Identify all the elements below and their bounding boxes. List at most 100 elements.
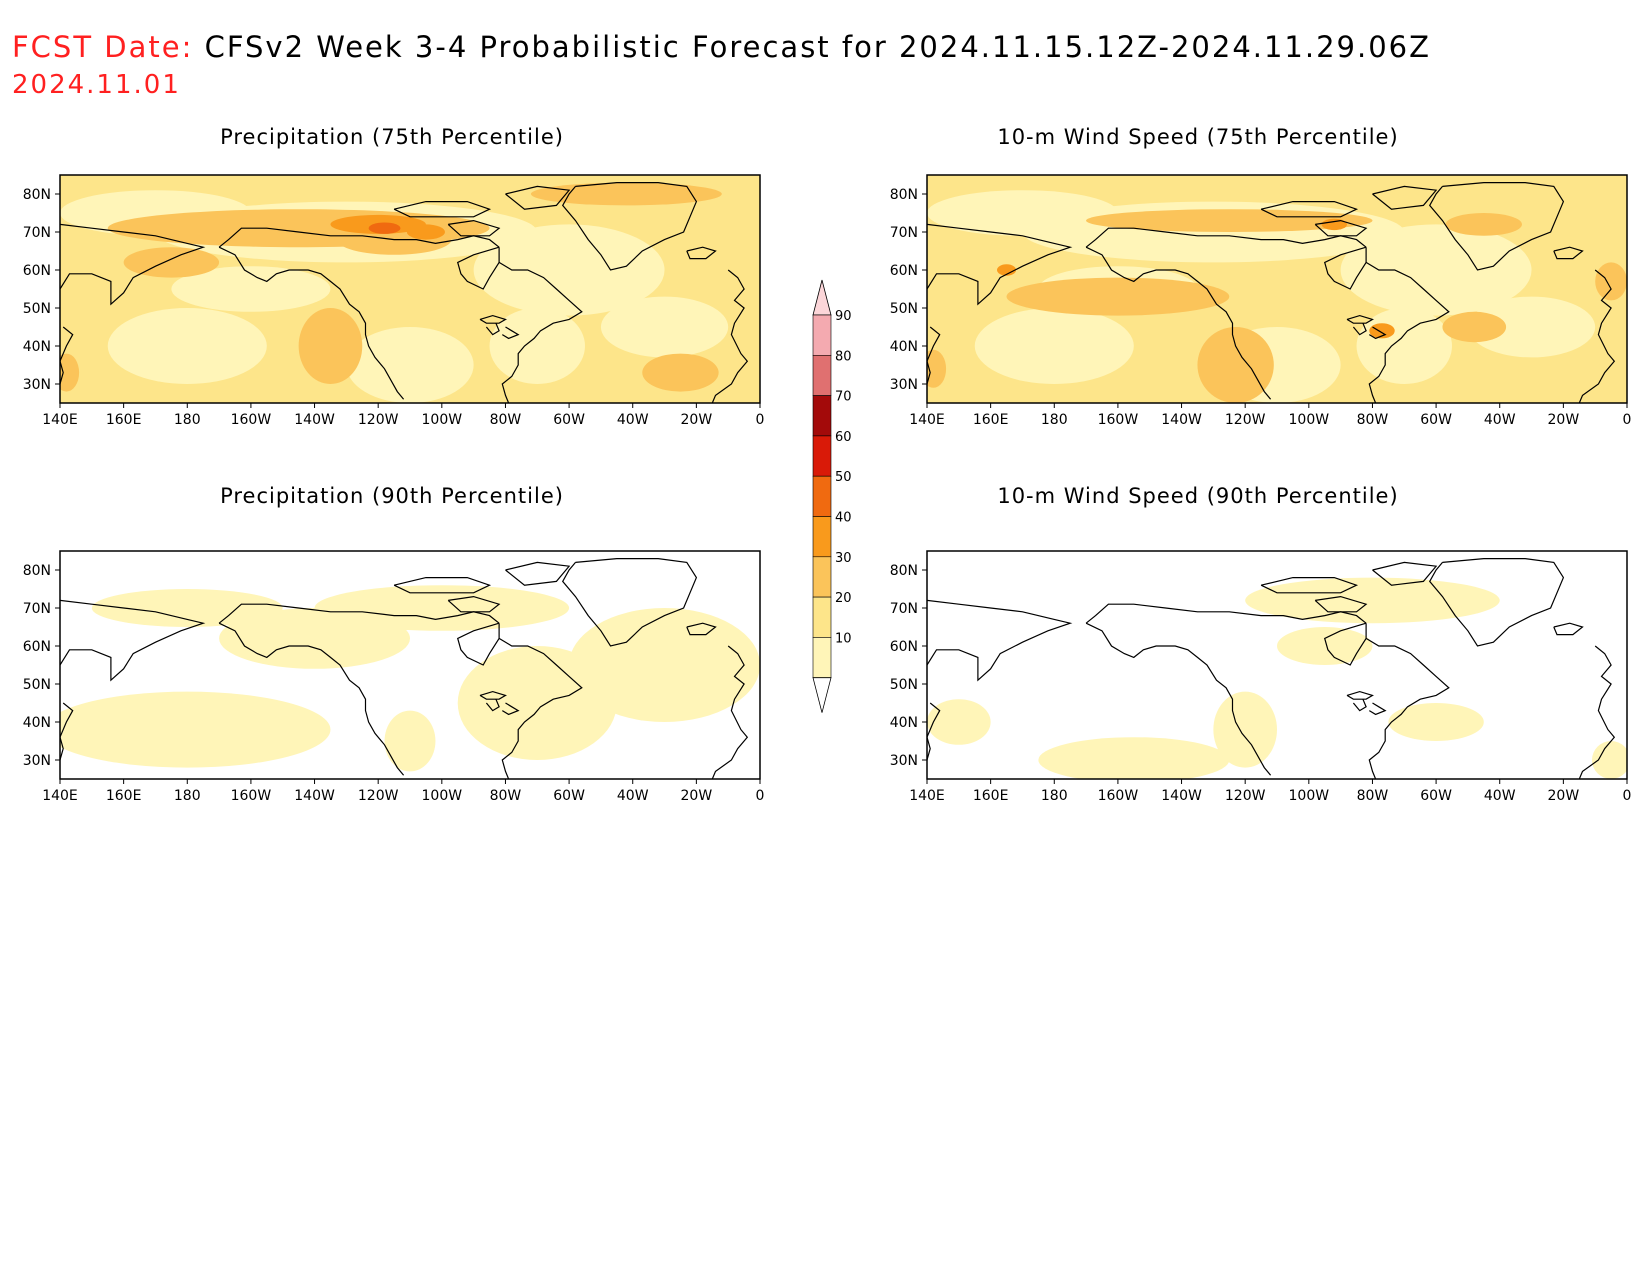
lat-tick-label: 40N — [23, 339, 51, 355]
probability-contour — [123, 247, 220, 278]
colorbar-swatch — [812, 354, 832, 396]
coastline — [218, 603, 500, 624]
probability-contour — [406, 224, 445, 240]
probability-contour — [1038, 737, 1230, 779]
coastline — [1323, 622, 1367, 666]
coastline — [485, 698, 500, 712]
probability-contour — [530, 182, 722, 206]
colorbar-label: 60 — [835, 430, 852, 445]
coastline — [1578, 269, 1616, 403]
lat-tick-label: 60N — [23, 263, 51, 279]
coastline — [456, 246, 500, 290]
panel-title-precip-90: Precipitation (90th Percentile) — [220, 484, 564, 508]
lon-tick-label: 160E — [106, 788, 142, 804]
probability-contour — [642, 353, 719, 392]
lon-tick-label: 0 — [1623, 412, 1632, 428]
probability-contour — [1442, 311, 1507, 343]
forecast-date-value: 2024.11.01 — [12, 70, 181, 100]
lat-tick-label: 50N — [890, 677, 918, 693]
coastline — [927, 223, 1073, 306]
lat-tick-label: 60N — [23, 639, 51, 655]
coastline — [1085, 246, 1272, 400]
coastline — [1314, 219, 1368, 237]
coastline — [1372, 561, 1438, 586]
lon-tick-label: 160E — [106, 412, 142, 428]
probability-contour — [997, 264, 1017, 276]
colorbar-swatch — [812, 435, 832, 477]
colorbar: 10 20 30 40 50 60 70 80 90 — [812, 279, 852, 713]
lon-tick-label: 80W — [1357, 412, 1389, 428]
lon-tick-label: 140E — [909, 788, 945, 804]
probability-contour — [927, 699, 991, 745]
lon-tick-label: 80W — [1357, 788, 1389, 804]
lat-tick-label: 60N — [890, 263, 918, 279]
lon-tick-label: 60W — [553, 788, 585, 804]
colorbar-label: 50 — [835, 470, 852, 485]
coastline — [479, 314, 507, 324]
lon-tick-label: 160E — [973, 788, 1009, 804]
lat-tick-label: 40N — [890, 715, 918, 731]
probability-field — [927, 551, 1627, 779]
lon-tick-label: 100W — [1289, 412, 1330, 428]
colorbar-swatch — [812, 314, 832, 356]
lat-tick-label: 80N — [23, 187, 51, 203]
colorbar-top-arrow — [812, 279, 832, 316]
probability-contour — [1213, 691, 1277, 768]
coastline — [1085, 227, 1367, 248]
page-title: CFSv2 Week 3-4 Probabilistic Forecast fo… — [204, 30, 1431, 64]
coastline — [1553, 622, 1584, 636]
lon-tick-label: 0 — [1623, 788, 1632, 804]
lon-tick-label: 180 — [1041, 412, 1068, 428]
coastline — [505, 561, 571, 586]
lon-tick-label: 0 — [756, 788, 765, 804]
lon-tick-label: 40W — [617, 412, 649, 428]
lon-tick-label: 40W — [617, 788, 649, 804]
colorbar-swatch — [812, 395, 832, 437]
probability-contour — [1277, 627, 1373, 665]
coastline — [1346, 314, 1374, 324]
coastline — [447, 595, 501, 613]
coastline — [60, 702, 74, 761]
lon-tick-label: 140W — [1161, 788, 1202, 804]
coastline — [393, 576, 492, 594]
probability-contour — [1086, 209, 1373, 233]
probability-contour — [974, 308, 1134, 384]
coastline — [1372, 185, 1438, 210]
lon-tick-label: 120W — [1225, 788, 1266, 804]
probability-contour — [346, 327, 474, 403]
lat-tick-label: 70N — [890, 225, 918, 241]
coastline — [447, 219, 501, 237]
lon-tick-label: 160E — [973, 412, 1009, 428]
lon-tick-label: 100W — [422, 788, 463, 804]
coastline — [1352, 322, 1367, 336]
colorbar-label: 70 — [835, 390, 852, 405]
probability-contour — [927, 190, 1118, 236]
coastline — [393, 201, 492, 218]
lat-tick-label: 80N — [890, 187, 918, 203]
coastline — [1578, 645, 1616, 779]
lon-tick-label: 120W — [1225, 412, 1266, 428]
lon-tick-label: 20W — [1548, 788, 1580, 804]
coastline — [1085, 622, 1272, 776]
panel-title-wind-75: 10-m Wind Speed (75th Percentile) — [997, 125, 1399, 149]
coastline — [1428, 182, 1565, 271]
coastline — [686, 622, 717, 636]
probability-contour — [60, 353, 80, 392]
probability-contour — [1369, 323, 1395, 339]
map-frame — [926, 174, 1628, 404]
coastline — [1346, 690, 1374, 700]
probability-contour — [1321, 218, 1347, 231]
lon-tick-label: 180 — [174, 412, 201, 428]
coastline — [218, 227, 500, 248]
probability-contour — [1197, 327, 1274, 403]
probability-contour — [1340, 224, 1532, 316]
lon-tick-label: 120W — [358, 788, 399, 804]
coastline — [1368, 702, 1387, 716]
lat-tick-label: 80N — [23, 563, 51, 579]
map-panel-1: 140E 160E 180 160W 140W 120W 100W 80W 60W 40W 20W 0… — [23, 174, 764, 428]
map-panel-4: 140E 160E 180 160W 140W 120W 100W 80W 60W 40W 20W 0… — [890, 550, 1632, 804]
lat-tick-label: 30N — [23, 377, 51, 393]
coastline — [561, 557, 698, 647]
probability-contour — [219, 608, 410, 669]
